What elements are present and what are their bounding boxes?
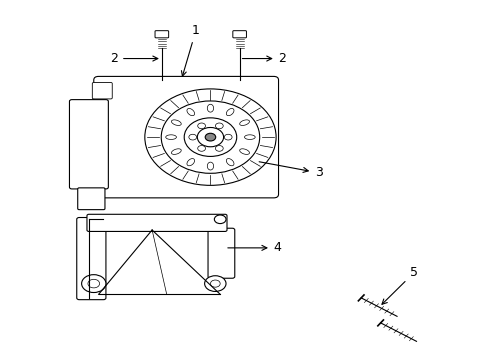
Ellipse shape (186, 108, 194, 116)
Ellipse shape (207, 104, 213, 112)
Text: 1: 1 (181, 24, 200, 76)
Circle shape (215, 145, 223, 151)
FancyBboxPatch shape (207, 228, 234, 278)
FancyBboxPatch shape (77, 217, 106, 300)
Circle shape (88, 279, 100, 288)
Circle shape (161, 101, 259, 173)
Circle shape (205, 133, 215, 141)
Circle shape (204, 276, 225, 292)
Circle shape (215, 123, 223, 129)
Circle shape (197, 123, 205, 129)
Text: 4: 4 (227, 241, 281, 255)
Text: 3: 3 (259, 162, 322, 179)
Circle shape (224, 134, 232, 140)
FancyBboxPatch shape (87, 214, 226, 231)
Circle shape (81, 275, 106, 293)
Ellipse shape (239, 149, 249, 154)
Ellipse shape (171, 120, 181, 126)
Ellipse shape (186, 159, 194, 166)
Text: 5: 5 (381, 266, 417, 304)
Ellipse shape (165, 135, 176, 139)
FancyBboxPatch shape (92, 82, 112, 99)
Ellipse shape (226, 108, 233, 116)
Circle shape (184, 118, 236, 157)
FancyBboxPatch shape (94, 76, 278, 198)
FancyBboxPatch shape (78, 188, 105, 210)
FancyBboxPatch shape (155, 31, 168, 38)
Circle shape (210, 280, 220, 287)
Ellipse shape (226, 159, 233, 166)
Circle shape (197, 127, 223, 147)
Circle shape (197, 145, 205, 151)
Ellipse shape (239, 120, 249, 126)
Ellipse shape (171, 149, 181, 154)
Ellipse shape (244, 135, 255, 139)
Text: 2: 2 (242, 52, 286, 65)
FancyBboxPatch shape (69, 100, 108, 189)
Circle shape (144, 89, 276, 185)
Circle shape (188, 134, 196, 140)
Circle shape (214, 215, 225, 224)
Ellipse shape (207, 162, 213, 170)
FancyBboxPatch shape (232, 31, 246, 38)
Text: 2: 2 (110, 52, 158, 65)
